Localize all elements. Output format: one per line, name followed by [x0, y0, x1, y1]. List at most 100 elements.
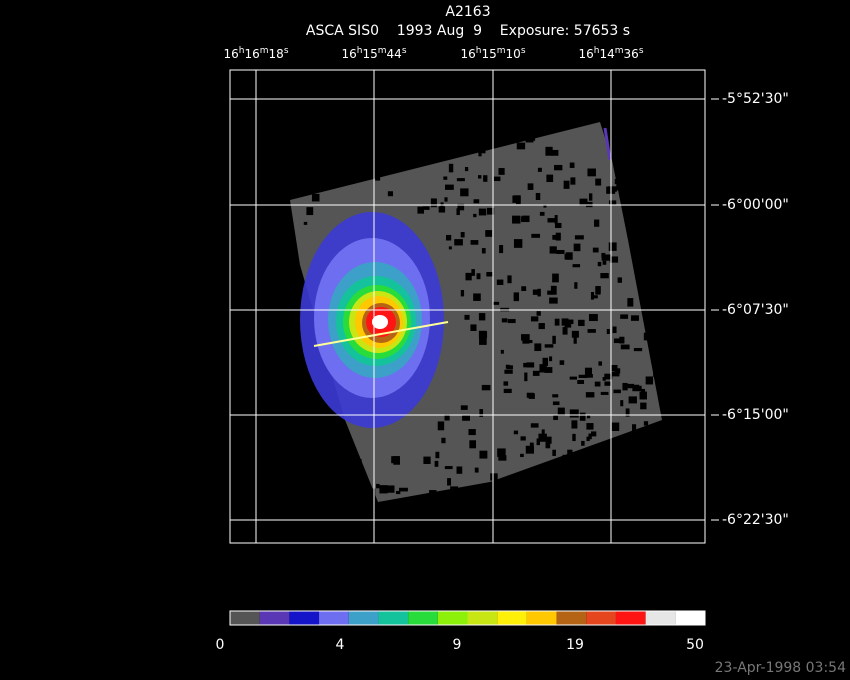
noise: [385, 148, 395, 156]
noise: [450, 486, 459, 496]
noise: [537, 167, 542, 172]
noise: [478, 313, 486, 321]
colorbar-frame: [229, 610, 706, 626]
noise: [529, 442, 534, 452]
noise: [479, 147, 486, 154]
ra-unit: s: [521, 46, 526, 56]
noise: [644, 220, 651, 225]
colorbar-segment: [645, 611, 676, 625]
noise: [552, 394, 559, 398]
noise: [457, 203, 465, 211]
noise: [311, 193, 320, 202]
noise: [560, 462, 564, 467]
colorbar-label: 9: [453, 637, 462, 653]
noise: [473, 213, 477, 218]
noise: [385, 485, 395, 493]
noise: [468, 429, 476, 436]
noise: [621, 143, 630, 152]
noise: [504, 369, 513, 374]
noise: [544, 367, 553, 373]
noise: [306, 207, 314, 216]
noise: [464, 167, 469, 172]
noise: [473, 199, 480, 204]
noise: [581, 440, 585, 446]
noise: [620, 314, 629, 319]
ra-unit: h: [239, 46, 245, 56]
noise: [509, 481, 515, 486]
noise: [584, 367, 593, 376]
noise: [620, 344, 630, 350]
noise: [578, 319, 585, 327]
noise: [643, 462, 653, 468]
noise: [645, 484, 654, 493]
noise: [577, 485, 585, 493]
colorbar-segment: [289, 611, 320, 625]
noise: [657, 206, 665, 212]
noise: [485, 230, 493, 237]
noise: [596, 468, 605, 476]
noise: [303, 221, 308, 225]
noise: [647, 292, 654, 300]
noise: [404, 159, 410, 164]
noise: [549, 297, 558, 304]
noise: [604, 495, 610, 502]
noise: [614, 368, 621, 374]
colorbar-segment: [437, 611, 468, 625]
noise: [473, 293, 481, 301]
noise: [577, 380, 585, 384]
noise: [460, 290, 465, 297]
noise: [324, 441, 332, 448]
noise: [611, 422, 620, 431]
noise: [355, 158, 365, 164]
noise: [604, 460, 609, 466]
noise: [506, 365, 513, 370]
colorbar-label: 4: [336, 637, 345, 653]
noise: [638, 451, 648, 457]
noise: [586, 423, 594, 430]
ra-unit: h: [476, 46, 482, 56]
noise: [435, 451, 440, 459]
noise: [605, 475, 612, 480]
noise: [531, 233, 541, 238]
noise: [634, 499, 642, 507]
noise: [552, 335, 556, 344]
colorbar-segment: [319, 611, 349, 625]
noise: [530, 423, 539, 428]
noise: [567, 449, 573, 456]
grid: [230, 70, 705, 543]
subtitle: ASCA SIS0 1993 Aug 9 Exposure: 57653 s: [306, 23, 630, 39]
noise: [551, 149, 559, 156]
noise: [586, 480, 591, 489]
noise: [300, 178, 306, 182]
noise: [503, 388, 512, 394]
noise: [498, 455, 507, 461]
noise: [444, 414, 450, 421]
noise: [592, 247, 599, 253]
noise: [547, 290, 553, 295]
noise: [305, 435, 314, 443]
noise: [591, 431, 597, 437]
noise: [528, 136, 536, 141]
noise: [585, 392, 595, 398]
noise: [456, 208, 460, 216]
noise: [398, 146, 405, 153]
noise: [335, 440, 341, 446]
noise: [550, 285, 557, 295]
noise: [553, 415, 558, 421]
noise: [486, 272, 493, 277]
noise: [606, 328, 610, 335]
noise: [600, 391, 609, 395]
noise: [554, 318, 560, 326]
noise: [417, 206, 424, 214]
noise: [614, 178, 621, 185]
noise: [430, 198, 437, 208]
noise: [554, 215, 558, 224]
noise: [645, 139, 653, 146]
noise: [544, 344, 554, 348]
noise: [310, 441, 314, 446]
noise: [552, 234, 558, 240]
noise: [632, 428, 636, 435]
noise: [526, 339, 533, 344]
noise: [615, 148, 621, 155]
noise: [657, 483, 665, 489]
